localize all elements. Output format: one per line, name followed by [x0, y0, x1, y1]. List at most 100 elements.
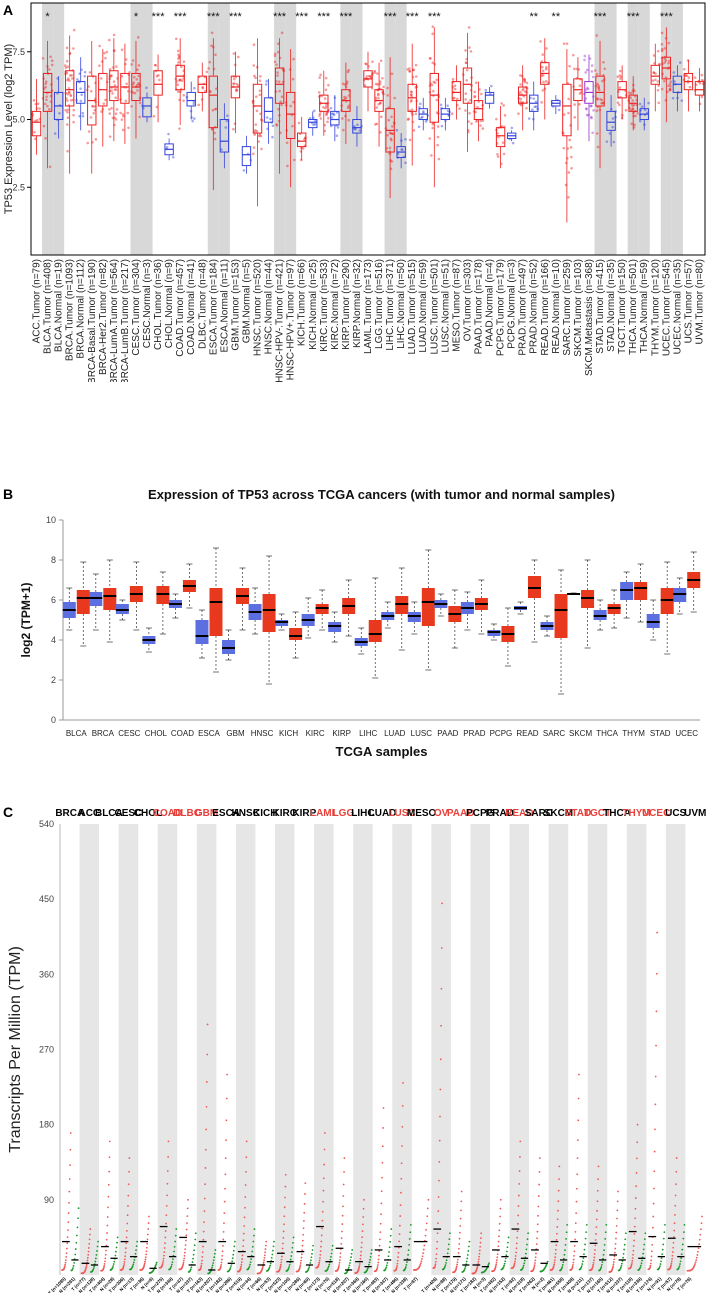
a-point: [600, 98, 604, 102]
c-tumor-point: [107, 1195, 110, 1198]
a-point: [542, 80, 545, 84]
c-tumor-point: [435, 1257, 438, 1260]
a-point: [631, 99, 635, 102]
c-tumor-point: [161, 1263, 164, 1266]
a-x-tick-label: COAD.Normal (n=41): [186, 259, 197, 355]
a-point: [210, 44, 213, 48]
c-tumor-point: [378, 1254, 380, 1257]
a-point: [329, 106, 333, 110]
a-point: [323, 97, 327, 100]
c-tumor-point: [183, 1251, 186, 1254]
c-tumor-point: [340, 1237, 343, 1240]
a-point: [252, 152, 255, 156]
a-point: [66, 110, 69, 114]
c-normal-point: [213, 1252, 216, 1255]
a-point: [226, 114, 229, 118]
a-point: [406, 118, 410, 121]
c-normal-point: [407, 1253, 409, 1256]
a-point: [48, 165, 52, 169]
c-normal-point: [565, 1238, 567, 1240]
a-point: [254, 95, 258, 98]
a-point: [335, 134, 339, 138]
a-point: [409, 100, 413, 103]
a-point: [467, 26, 471, 29]
c-normal-point: [565, 1231, 568, 1234]
a-point: [541, 65, 544, 69]
c-normal-point: [405, 1264, 408, 1266]
c-tumor-point: [283, 1206, 286, 1209]
c-tumor-point: [613, 1251, 616, 1254]
c-tumor-point: [557, 1209, 559, 1212]
a-point: [42, 124, 46, 128]
c-tumor-point: [594, 1249, 596, 1251]
c-normal-point: [564, 1249, 566, 1252]
c-tumor-point: [652, 1202, 655, 1205]
c-normal-point: [75, 1234, 78, 1237]
c-tumor-point: [102, 1266, 105, 1269]
a-point: [446, 104, 449, 107]
c-tumor-point: [106, 1232, 108, 1234]
c-normal-point: [524, 1252, 527, 1255]
a-point: [502, 152, 506, 156]
c-tumor-point: [341, 1230, 343, 1233]
c-normal-point: [448, 1238, 451, 1240]
c-tumor-point: [380, 1190, 383, 1193]
a-point: [325, 112, 329, 115]
c-normal-point: [370, 1252, 373, 1255]
a-point: [100, 110, 103, 113]
c-tumor-point: [163, 1247, 166, 1249]
a-point: [656, 80, 660, 83]
c-tumor-point: [186, 1215, 189, 1218]
a-point: [364, 62, 367, 65]
c-tumor-point: [421, 1255, 424, 1258]
a-point: [277, 80, 281, 83]
c-cancer-label: LGG: [333, 808, 355, 819]
a-point: [120, 118, 124, 121]
c-tumor-point: [299, 1262, 302, 1264]
c-tumor-point: [282, 1230, 285, 1233]
b-x-tick-label: KICH: [279, 729, 298, 738]
c-tumor-point: [340, 1243, 343, 1245]
a-point: [314, 119, 317, 123]
c-tumor-point: [575, 1200, 578, 1203]
a-x-tick-label: KIRC.Tumor (n=533): [319, 259, 330, 352]
a-point: [585, 113, 589, 117]
c-tumor-point: [319, 1253, 322, 1256]
a-x-tick-label: HNSC.Tumor (n=520): [253, 259, 264, 356]
a-point: [258, 89, 262, 92]
c-tumor-point: [245, 1156, 248, 1159]
a-point: [277, 42, 280, 45]
a-point: [322, 106, 325, 109]
a-point: [220, 148, 223, 151]
a-point: [589, 104, 593, 108]
c-tumor-point: [241, 1254, 244, 1257]
a-point: [258, 133, 262, 136]
c-tumor-point: [434, 1261, 437, 1263]
a-box: [263, 97, 274, 123]
a-point: [638, 119, 642, 123]
c-tumor-point: [654, 1075, 657, 1078]
c-normal-point: [580, 1266, 583, 1269]
a-point: [135, 83, 139, 87]
c-normal-point: [622, 1253, 625, 1255]
c-tumor-point: [423, 1244, 426, 1247]
c-tumor-point: [360, 1246, 363, 1249]
a-point: [275, 123, 278, 126]
c-tumor-point: [479, 1237, 482, 1240]
a-point: [67, 86, 71, 90]
c-tumor-point: [123, 1258, 126, 1261]
c-tumor-point: [422, 1252, 425, 1255]
c-tumor-point: [104, 1253, 107, 1256]
a-point: [297, 121, 301, 125]
c-tumor-point: [653, 1187, 655, 1190]
c-tumor-point: [434, 1263, 437, 1266]
c-tumor-point: [693, 1264, 696, 1267]
c-normal-point: [173, 1245, 176, 1248]
a-point: [271, 124, 275, 128]
c-normal-point: [211, 1264, 214, 1267]
a-shade-band: [141, 3, 153, 255]
a-point: [65, 59, 69, 63]
a-point: [410, 99, 413, 102]
